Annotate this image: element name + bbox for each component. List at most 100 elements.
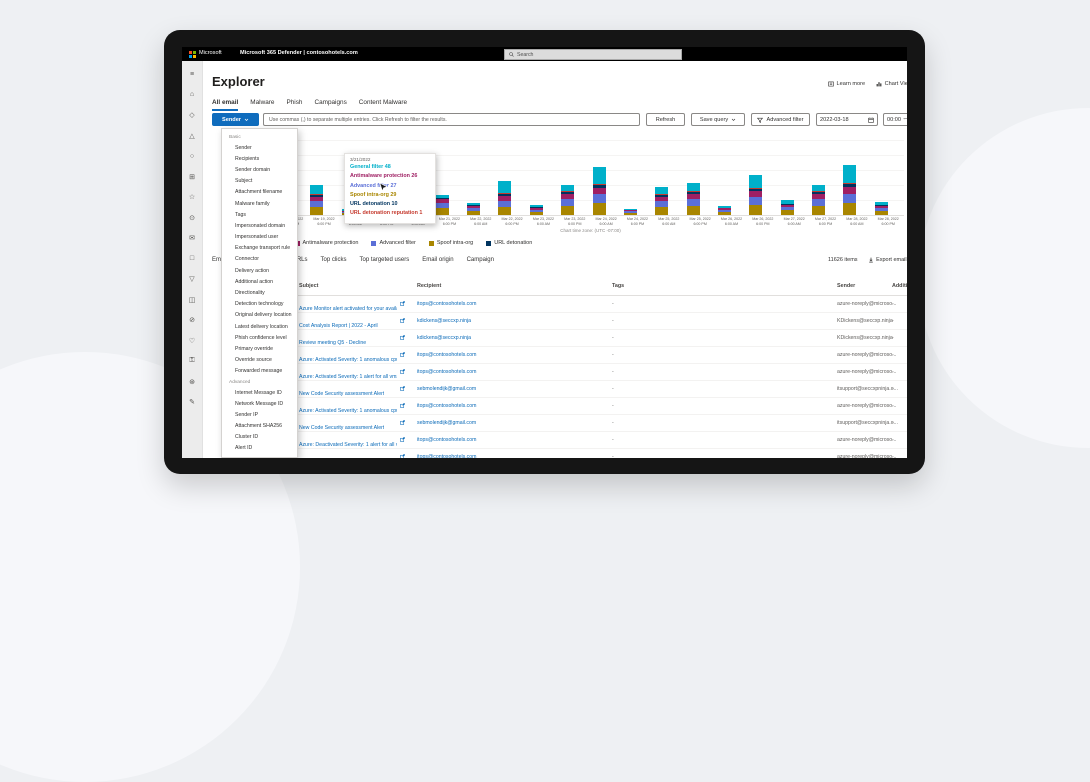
tab-malware[interactable]: Malware — [250, 99, 274, 111]
legend-item[interactable]: URL detonation — [486, 240, 532, 246]
secure-score-icon[interactable]: ⊙ — [182, 208, 202, 229]
open-in-new-window-icon[interactable] — [400, 420, 405, 425]
dropdown-item[interactable]: Alert Policy ID — [222, 454, 297, 458]
menu-icon[interactable]: ≡ — [182, 64, 202, 85]
recipient-link[interactable]: kdickens@seccxp.ninja — [417, 318, 471, 324]
tab-all-email[interactable]: All email — [212, 99, 238, 111]
recipient-link[interactable]: itops@contosohotels.com — [417, 403, 476, 409]
open-in-new-window-icon[interactable] — [400, 403, 405, 408]
cloud-apps-icon[interactable]: □ — [182, 249, 202, 270]
recipient-link[interactable]: itops@contosohotels.com — [417, 454, 476, 459]
assets-icon[interactable]: ▽ — [182, 269, 202, 290]
open-in-new-window-icon[interactable] — [400, 437, 405, 442]
tab-content-malware[interactable]: Content Malware — [359, 99, 407, 111]
chart-bar[interactable] — [687, 183, 700, 215]
filter-query-input[interactable]: Use commas (,) to separate multiple entr… — [263, 113, 640, 126]
permissions-icon[interactable]: ⚿ — [182, 351, 202, 372]
reports-icon[interactable]: ◫ — [182, 290, 202, 311]
dropdown-item[interactable]: Original delivery location — [222, 310, 297, 321]
advanced-filter-button[interactable]: Advanced filter — [751, 113, 810, 126]
refresh-button[interactable]: Refresh — [646, 113, 685, 126]
pivot-top-targeted-users[interactable]: Top targeted users — [360, 257, 410, 263]
chart-bar[interactable] — [843, 165, 856, 215]
pivot-campaign[interactable]: Campaign — [467, 257, 494, 263]
dropdown-item[interactable]: Detection technology — [222, 299, 297, 310]
chart-bar[interactable] — [875, 202, 888, 215]
global-search-input[interactable]: Search — [504, 49, 682, 60]
chart-bar[interactable] — [749, 175, 762, 215]
column-subject[interactable]: Subject — [299, 283, 318, 289]
chart-bar[interactable] — [624, 209, 637, 215]
dropdown-item[interactable]: Forwarded message — [222, 366, 297, 377]
dropdown-item[interactable]: Sender — [222, 142, 297, 153]
chart-bar[interactable] — [530, 205, 543, 215]
dropdown-item[interactable]: Impersonated domain — [222, 220, 297, 231]
filter-field-button[interactable]: Sender — [212, 113, 259, 126]
threat-analytics-icon[interactable]: ☆ — [182, 187, 202, 208]
chart-bar[interactable] — [436, 195, 449, 215]
pivot-top-clicks[interactable]: Top clicks — [320, 257, 346, 263]
chart-bar[interactable] — [467, 203, 480, 215]
dropdown-item[interactable]: Malware family — [222, 198, 297, 209]
save-query-button[interactable]: Save query — [691, 113, 745, 126]
settings-icon[interactable]: ⊛ — [182, 372, 202, 393]
column-tags[interactable]: Tags — [612, 283, 624, 289]
recipient-link[interactable]: itops@contosohotels.com — [417, 369, 476, 375]
dropdown-item[interactable]: Recipients — [222, 153, 297, 164]
open-in-new-window-icon[interactable] — [400, 335, 405, 340]
audit-icon[interactable]: ⊘ — [182, 310, 202, 331]
dropdown-item[interactable]: Internet Message ID — [222, 387, 297, 398]
tab-campaigns[interactable]: Campaigns — [314, 99, 346, 111]
column-additional-actions[interactable]: Additional act... — [892, 283, 907, 289]
open-in-new-window-icon[interactable] — [400, 454, 405, 458]
legend-item[interactable]: Advanced filter — [371, 240, 415, 246]
dropdown-item[interactable]: Latest delivery location — [222, 321, 297, 332]
home-icon[interactable]: ⌂ — [182, 85, 202, 106]
chart-bar[interactable] — [812, 185, 825, 215]
recipient-link[interactable]: sebmolendijk@gmail.com — [417, 420, 476, 426]
recipient-link[interactable]: kdickens@seccxp.ninja — [417, 335, 471, 341]
dropdown-item[interactable]: Connector — [222, 254, 297, 265]
dropdown-item[interactable]: Alert ID — [222, 443, 297, 454]
chart-bar[interactable] — [781, 200, 794, 215]
dropdown-item[interactable]: Primary override — [222, 343, 297, 354]
incidents-icon[interactable]: ◇ — [182, 105, 202, 126]
chart-bar[interactable] — [718, 206, 731, 215]
chart-bar[interactable] — [561, 185, 574, 215]
export-button[interactable]: Export email — [868, 257, 907, 263]
column-recipient[interactable]: Recipient — [417, 283, 441, 289]
chart-bar[interactable] — [498, 181, 511, 215]
tab-phish[interactable]: Phish — [286, 99, 302, 111]
chart-view-button[interactable]: Chart View — [876, 81, 907, 87]
recipient-link[interactable]: sebmolendijk@gmail.com — [417, 386, 476, 392]
dropdown-item[interactable]: Sender domain — [222, 164, 297, 175]
recipient-link[interactable]: itops@contosohotels.com — [417, 437, 476, 443]
open-in-new-window-icon[interactable] — [400, 369, 405, 374]
dropdown-item[interactable]: Exchange transport rule — [222, 243, 297, 254]
dropdown-item[interactable]: Network Message ID — [222, 398, 297, 409]
dropdown-item[interactable]: Tags — [222, 209, 297, 220]
start-date-picker[interactable]: 2022-03-18 — [816, 113, 878, 126]
dropdown-item[interactable]: Subject — [222, 176, 297, 187]
chart-bar[interactable] — [593, 167, 606, 215]
recipient-link[interactable]: itops@contosohotels.com — [417, 352, 476, 358]
column-sender[interactable]: Sender — [837, 283, 855, 289]
legend-item[interactable]: Antimalware protection — [295, 240, 359, 246]
email-collab-icon[interactable]: ✉ — [182, 228, 202, 249]
dropdown-item[interactable]: Phish confidence level — [222, 332, 297, 343]
customize-icon[interactable]: ✎ — [182, 392, 202, 413]
health-icon[interactable]: ♡ — [182, 331, 202, 352]
open-in-new-window-icon[interactable] — [400, 352, 405, 357]
dropdown-item[interactable]: Attachment SHA256 — [222, 421, 297, 432]
dropdown-item[interactable]: Sender IP — [222, 409, 297, 420]
pivot-email-origin[interactable]: Email origin — [422, 257, 453, 263]
hunting-icon[interactable]: ○ — [182, 146, 202, 167]
recipient-link[interactable]: itops@contosohotels.com — [417, 301, 476, 307]
dropdown-item[interactable]: Additional action — [222, 276, 297, 287]
legend-item[interactable]: Spoof intra-org — [429, 240, 473, 246]
dropdown-item[interactable]: Attachment filename — [222, 187, 297, 198]
alerts-icon[interactable]: △ — [182, 126, 202, 147]
dropdown-item[interactable]: Cluster ID — [222, 432, 297, 443]
dropdown-item[interactable]: Impersonated user — [222, 232, 297, 243]
chart-bar[interactable] — [655, 187, 668, 215]
